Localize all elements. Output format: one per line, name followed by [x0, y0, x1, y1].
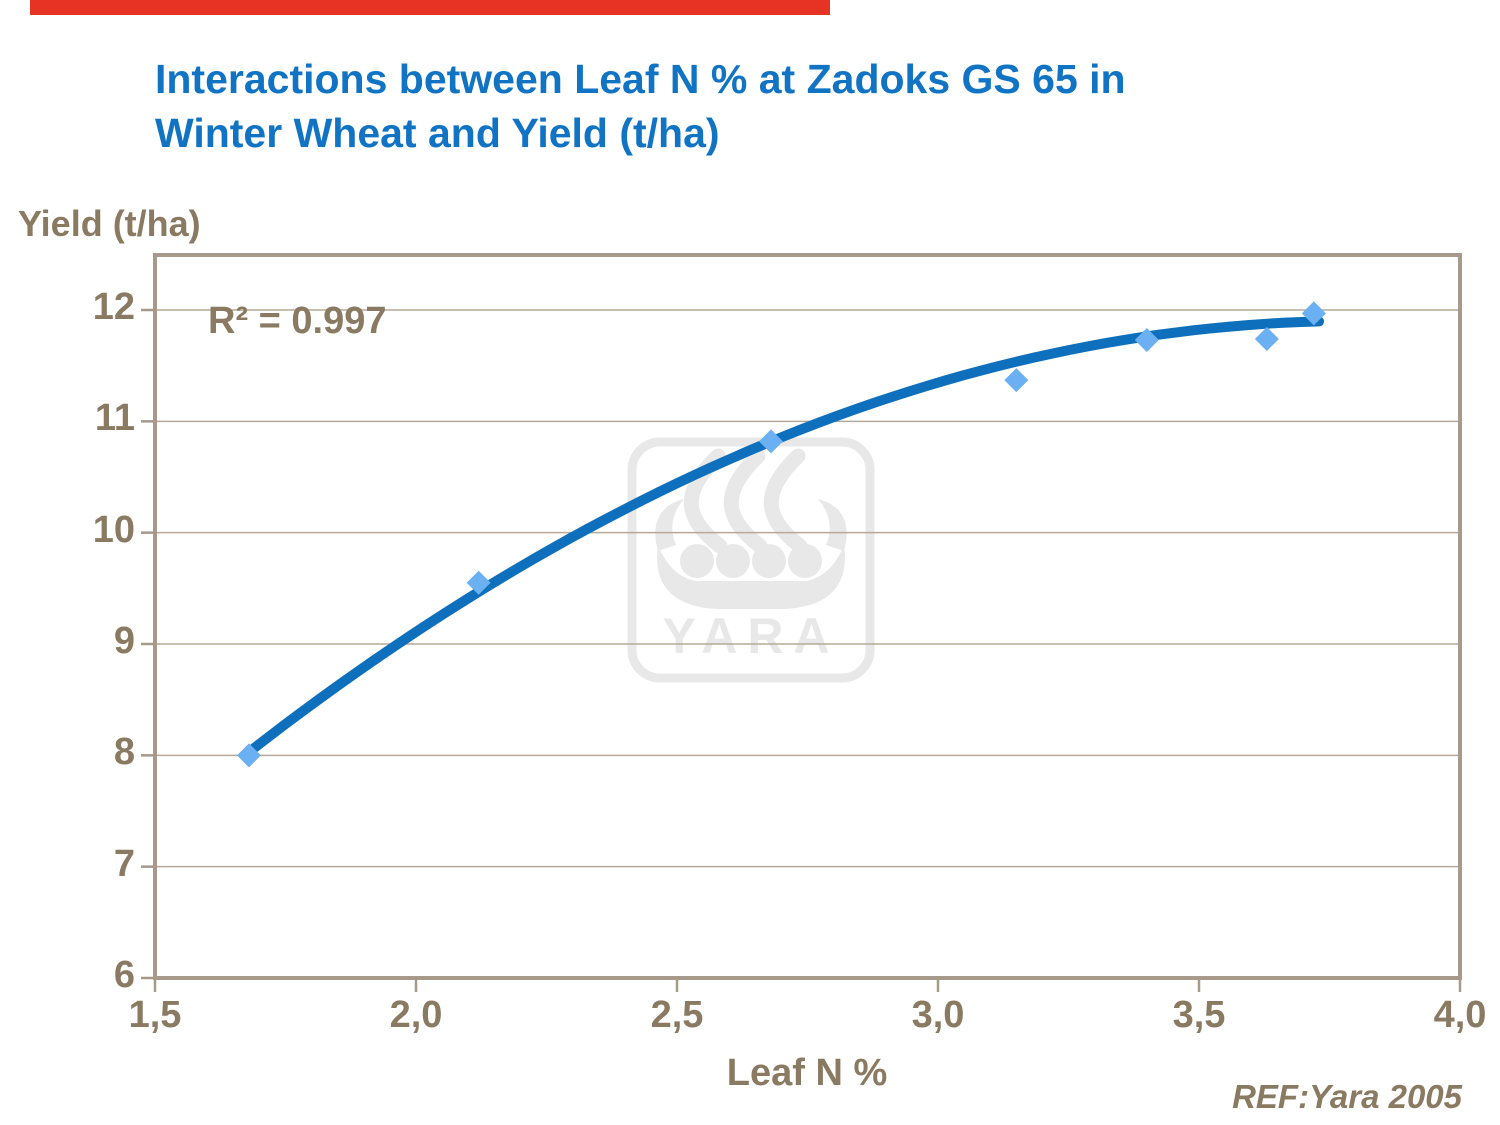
x-tick-label: 2,0 — [389, 994, 443, 1036]
y-tick-label: 12 — [92, 285, 135, 328]
x-tick-label: 4,0 — [1433, 994, 1487, 1036]
watermark-shield-icon — [716, 544, 750, 578]
r-squared-annotation: R² = 0.997 — [208, 300, 387, 342]
y-tick-label: 7 — [113, 842, 135, 885]
reference-text: REF:Yara 2005 — [1232, 1078, 1462, 1115]
watermark-shield-icon — [752, 544, 786, 578]
data-point-diamond — [466, 570, 491, 595]
data-point-diamond — [1301, 301, 1326, 326]
y-tick-label: 8 — [113, 731, 135, 774]
y-tick-label: 9 — [113, 619, 135, 662]
y-tick-label: 6 — [113, 954, 135, 996]
watermark-stern-icon — [818, 499, 847, 551]
chart-title-line1: Interactions between Leaf N % at Zadoks … — [155, 56, 1126, 102]
watermark-hull-icon — [657, 545, 845, 609]
chart-title: Interactions between Leaf N % at Zadoks … — [155, 52, 1415, 160]
data-point-diamond — [236, 743, 261, 768]
watermark-shield-icon — [788, 544, 822, 578]
y-axis-title: Yield (t/ha) — [18, 203, 201, 244]
plot-area: YARA — [141, 253, 1462, 992]
data-point-diamond — [758, 429, 783, 454]
y-tick-label: 11 — [94, 397, 135, 440]
watermark-prow-icon — [655, 499, 684, 551]
watermark-frame — [627, 437, 875, 683]
watermark-sail-icon — [763, 448, 808, 554]
watermark-sail-icon — [723, 448, 768, 554]
data-point-diamond — [1134, 328, 1159, 353]
accent-bar — [30, 0, 830, 15]
watermark-text: YARA — [662, 608, 839, 664]
plot-frame — [153, 253, 1462, 980]
x-tick-label: 1,5 — [128, 994, 182, 1036]
x-tick-label: 3,0 — [911, 994, 965, 1036]
y-tick-label: 10 — [92, 508, 135, 551]
data-point-diamond — [1004, 368, 1029, 393]
watermark-shield-icon — [680, 544, 714, 578]
plot-svg: YARA — [141, 253, 1462, 992]
chart-title-line2: Winter Wheat and Yield (t/ha) — [155, 110, 720, 156]
x-tick-label: 2,5 — [650, 994, 704, 1036]
x-tick-label: 3,5 — [1172, 994, 1226, 1036]
data-point-diamond — [1254, 326, 1279, 351]
x-axis-title: Leaf N % — [726, 1052, 888, 1094]
